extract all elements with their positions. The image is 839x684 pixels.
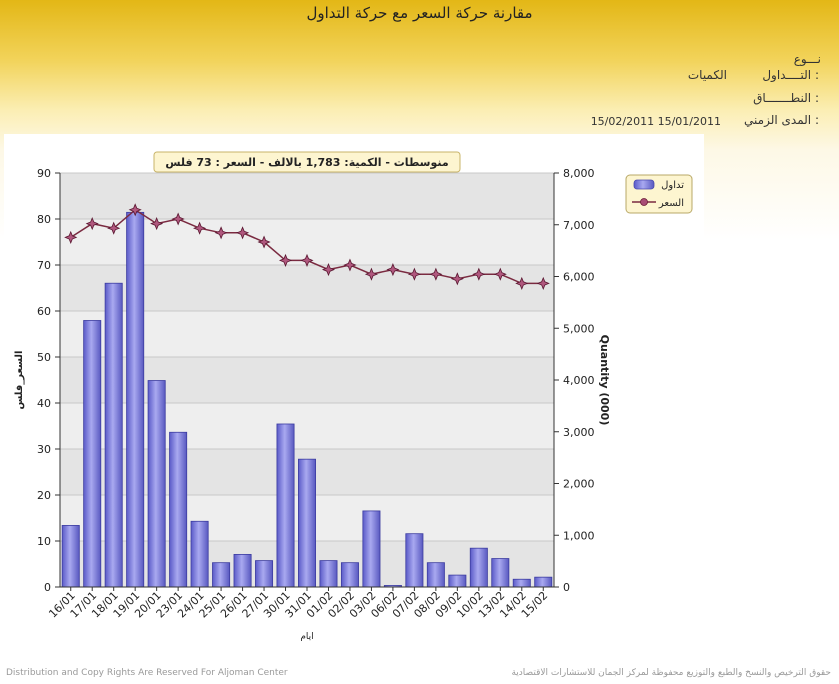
price-point: [85, 217, 99, 231]
price-point: [429, 267, 443, 281]
price-point: [257, 235, 271, 249]
period-label: المدى الزمني :: [744, 113, 819, 127]
bar: [362, 510, 381, 588]
legend-line-marker: [640, 198, 648, 206]
range-label: النطـــــــاق :: [753, 91, 819, 105]
bar: [104, 282, 123, 588]
price-point: [407, 267, 421, 281]
price-point: [515, 276, 529, 290]
bar: [255, 560, 274, 588]
x-axis-title: ايام: [300, 632, 313, 642]
y-right-tick-label: 2,000: [563, 478, 595, 491]
footer-left: Distribution and Copy Rights Are Reserve…: [6, 668, 288, 678]
bar: [448, 574, 467, 588]
price-point: [300, 253, 314, 267]
bar: [147, 380, 166, 588]
trading-label: التــــداول :: [762, 68, 819, 82]
y-right-tick-label: 7,000: [563, 219, 595, 232]
bar: [212, 562, 231, 588]
bar: [190, 520, 209, 588]
bar: [512, 578, 531, 588]
bar: [405, 533, 424, 588]
y-left-tick-label: 90: [37, 167, 51, 180]
y-left-tick-label: 40: [37, 397, 51, 410]
bar: [298, 458, 316, 588]
bar: [340, 562, 359, 588]
bar: [169, 431, 188, 588]
bar: [319, 560, 338, 588]
price-point: [278, 253, 293, 267]
chart-legend: تداول السعر: [625, 174, 693, 214]
y-left-tick-label: 50: [37, 351, 51, 364]
bar: [276, 423, 295, 588]
y-right-tick-label: 3,000: [563, 426, 595, 439]
y-right-tick-label: 6,000: [563, 271, 595, 284]
y-left-tick-label: 0: [44, 581, 51, 594]
bar: [469, 547, 488, 588]
trading-value: الكميات: [687, 68, 727, 82]
price-point: [386, 263, 400, 277]
page-title: مقارنة حركة السعر مع حركة التداول: [306, 4, 533, 22]
price-point: [321, 263, 336, 277]
bar: [126, 211, 145, 588]
y-right-axis-title: Quantity (000): [598, 335, 611, 426]
y-left-tick-label: 60: [37, 305, 51, 318]
price-point: [150, 217, 164, 231]
price-point: [343, 258, 357, 272]
y-left-tick-label: 20: [37, 489, 51, 502]
legend-bar-label: تداول: [661, 180, 684, 191]
y-right-tick-label: 0: [563, 581, 570, 594]
y-left-tick-label: 10: [37, 535, 51, 548]
footer-right: حقوق الترخيص والنسخ والطبع والتوزيع محفو…: [511, 668, 831, 678]
price-point: [472, 267, 486, 281]
bar: [534, 576, 553, 588]
price-point: [214, 226, 228, 240]
chart-title: منوسطات - الكمية: 1,783 بالالف - السعر :…: [165, 156, 448, 169]
type-label: نـــوع: [793, 52, 821, 66]
legend-bar-swatch: [633, 179, 655, 190]
y-left-tick-label: 30: [37, 443, 51, 456]
price-point: [364, 267, 378, 281]
price-point: [450, 272, 464, 286]
y-left-axis-title: السعر_فلس: [14, 351, 25, 410]
y-right-tick-label: 8,000: [563, 167, 595, 180]
price-point: [128, 203, 142, 217]
chart-title-box: [153, 151, 461, 173]
price-point: [536, 276, 550, 290]
price-point: [64, 230, 78, 244]
y-right-tick-label: 4,000: [563, 374, 595, 387]
bar: [491, 558, 510, 588]
y-right-tick-label: 1,000: [563, 529, 595, 542]
price-point: [493, 267, 507, 281]
y-right-tick-label: 5,000: [563, 322, 595, 335]
price-point: [107, 221, 121, 235]
bar: [233, 553, 252, 588]
y-left-tick-label: 70: [37, 259, 51, 272]
bar: [426, 562, 445, 588]
bar: [83, 320, 102, 588]
legend-line-label: السعر: [658, 198, 684, 209]
price-point: [171, 212, 185, 226]
y-left-tick-label: 80: [37, 213, 51, 226]
price-point: [193, 221, 207, 235]
price-point: [236, 226, 250, 240]
period-value: 15/02/2011 15/01/2011: [590, 115, 721, 128]
bar: [61, 525, 80, 588]
plot-band: [60, 173, 554, 219]
